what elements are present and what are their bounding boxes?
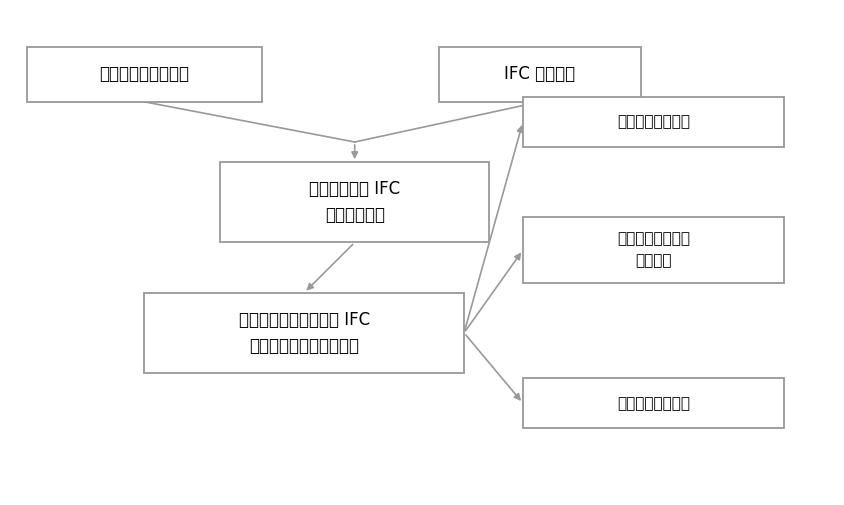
Bar [144,293,464,373]
Text: 构件信息评估模块: 构件信息评估模块 [617,395,690,411]
Text: 铁路四电构件信息库: 铁路四电构件信息库 [100,65,189,83]
Text: 建立基于铁路四电构件 IFC
扩展框架的信息检测装置: 建立基于铁路四电构件 IFC 扩展框架的信息检测装置 [239,311,370,355]
Bar [523,378,784,428]
Bar [523,217,784,283]
Bar [439,46,641,102]
Bar [220,162,490,242]
Bar [27,46,262,102]
Text: 铁路四电构件 IFC
扩展框架体系: 铁路四电构件 IFC 扩展框架体系 [309,180,400,225]
Text: 构件层级筛选模块: 构件层级筛选模块 [617,115,690,129]
Bar [523,97,784,147]
Text: IFC 标准框架: IFC 标准框架 [504,65,576,83]
Text: 构件信息适度匹配
识别模块: 构件信息适度匹配 识别模块 [617,231,690,269]
